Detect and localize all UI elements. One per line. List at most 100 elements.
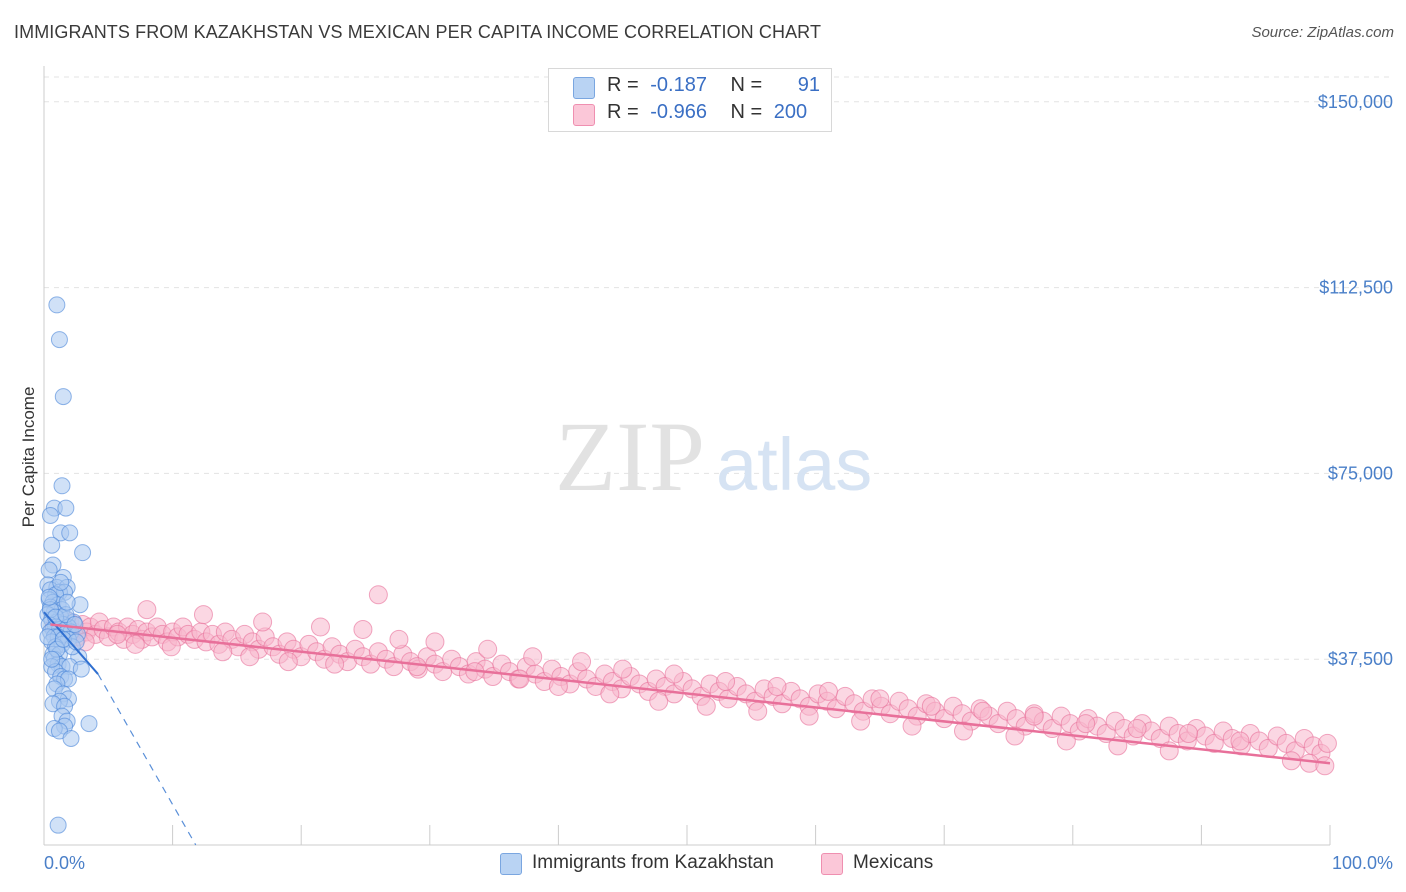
mexicans-point — [213, 642, 233, 662]
kazakhstan-trend-line — [43, 611, 99, 675]
mexicans-point — [613, 659, 633, 679]
mexicans-point — [664, 664, 684, 684]
mexicans-point — [389, 629, 409, 649]
mexicans-point — [1056, 731, 1076, 751]
mexicans-point — [107, 624, 127, 644]
mexicans-point — [510, 669, 530, 689]
kazakhstan-point — [41, 507, 59, 525]
mexicans-point — [253, 612, 273, 632]
mexicans-point — [1024, 706, 1044, 726]
x-tick-label: 0.0% — [44, 853, 85, 873]
mexicans-point — [799, 706, 819, 726]
watermark-zip: ZIP — [555, 401, 705, 512]
kazakhstan-point — [58, 593, 76, 611]
legend-r-label: R = — [607, 101, 639, 123]
mexicans-point — [748, 701, 768, 721]
kazakhstan-point — [62, 729, 80, 747]
chart-title: IMMIGRANTS FROM KAZAKHSTAN VS MEXICAN PE… — [14, 22, 822, 42]
mexicans-point — [425, 632, 445, 652]
legend-r-label: R = — [607, 74, 639, 96]
kazakhstan-point — [43, 536, 61, 554]
bottom-legend-swatch-kazakhstan — [500, 853, 522, 875]
kazakhstan-point — [74, 544, 92, 562]
x-axis-ticks: 0.0% 100.0% — [44, 853, 1393, 873]
mexicans-point — [523, 647, 543, 667]
y-axis-ticks: $37,500 $75,000 $112,500 $150,000 — [1318, 92, 1393, 669]
mexicans-point — [973, 701, 993, 721]
kazakhstan-point — [48, 296, 66, 314]
trend-lines — [43, 611, 1331, 846]
y-tick-label: $112,500 — [1319, 278, 1393, 298]
mexicans-trend-line — [50, 623, 1331, 765]
mexicans-point — [1005, 726, 1025, 746]
mexicans-point — [1127, 719, 1147, 739]
legend-n-value: 91 — [797, 74, 821, 96]
mexicans-point — [1230, 731, 1250, 751]
grid-lines — [43, 66, 1392, 846]
kazakhstan-point — [43, 650, 61, 668]
kazakhstan-point — [66, 616, 84, 634]
kazakhstan-point — [50, 331, 68, 349]
kazakhstan-trend-extension — [97, 673, 197, 846]
kazakhstan-point — [61, 524, 79, 542]
legend-n-label: N = — [730, 101, 763, 123]
mexicans-point — [1076, 714, 1096, 734]
mexicans-point — [921, 696, 941, 716]
mexicans-point — [600, 684, 620, 704]
kazakhstan-point — [57, 499, 75, 517]
y-tick-label: $150,000 — [1318, 92, 1393, 112]
legend-swatch-kazakhstan — [573, 77, 595, 99]
kazakhstan-point — [40, 561, 58, 579]
mexicans-point — [310, 617, 330, 637]
kazakhstan-point — [49, 816, 67, 834]
y-tick-label: $37,500 — [1328, 649, 1393, 669]
watermark: ZIP atlas — [555, 401, 872, 512]
mexicans-point — [478, 639, 498, 659]
mexicans-point — [1317, 733, 1337, 753]
mexicans-point — [193, 605, 213, 625]
mexicans-point — [1315, 756, 1335, 776]
mexicans-point — [953, 721, 973, 741]
legend-r-value: -0.966 — [650, 101, 707, 123]
mexicans-point — [125, 634, 145, 654]
source-label: Source: ZipAtlas.com — [1251, 24, 1394, 41]
kazakhstan-point — [72, 660, 90, 678]
kazakhstan-point — [52, 573, 70, 591]
bottom-legend-label-mexicans: Mexicans — [853, 852, 934, 873]
mexicans-point — [649, 691, 669, 711]
y-axis-title: Per Capita Income — [19, 387, 38, 528]
watermark-atlas: atlas — [716, 423, 872, 506]
kazakhstan-point — [53, 477, 71, 495]
mexicans-point — [407, 657, 427, 677]
series-kazakhstan — [39, 296, 98, 834]
kazakhstan-point — [80, 715, 98, 733]
y-tick-label: $75,000 — [1328, 463, 1393, 483]
bottom-legend-label-kazakhstan: Immigrants from Kazakhstan — [532, 852, 774, 873]
mexicans-point — [325, 654, 345, 674]
mexicans-point — [240, 647, 260, 667]
mexicans-point — [368, 585, 388, 605]
series-mexicans — [44, 585, 1337, 776]
mexicans-point — [767, 676, 787, 696]
mexicans-point — [851, 711, 871, 731]
mexicans-point — [870, 689, 890, 709]
mexicans-point — [278, 652, 298, 672]
mexicans-point — [572, 652, 592, 672]
legend-swatch-mexicans — [573, 104, 595, 126]
mexicans-point — [137, 600, 157, 620]
mexicans-point — [818, 681, 838, 701]
legend-n-value: 200 — [773, 101, 808, 123]
mexicans-point — [548, 676, 568, 696]
stats-legend: R = -0.187 N = 91 R = -0.966 N = 200 — [548, 68, 832, 132]
kazakhstan-point — [54, 388, 72, 406]
kazakhstan-point — [40, 588, 58, 606]
mexicans-point — [353, 619, 373, 639]
bottom-legend-swatch-mexicans — [821, 853, 843, 875]
mexicans-point — [161, 637, 181, 657]
legend-n-label: N = — [730, 74, 763, 96]
mexicans-point — [696, 696, 716, 716]
mexicans-point — [716, 671, 736, 691]
legend-r-value: -0.187 — [650, 74, 707, 96]
mexicans-point — [1179, 724, 1199, 744]
